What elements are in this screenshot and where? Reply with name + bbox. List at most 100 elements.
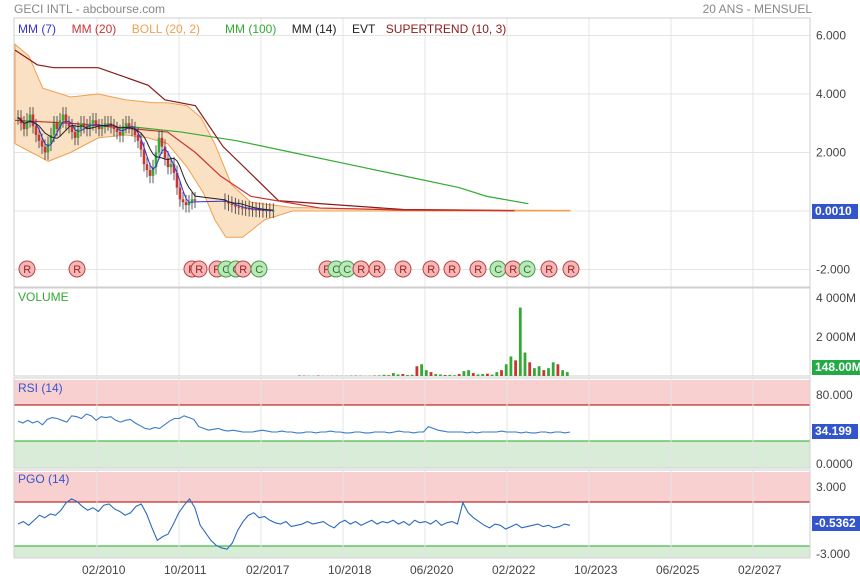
volume-bar [514,360,517,376]
x-axis-tick: 02/2022 [492,563,536,577]
candle-body [91,120,95,124]
candle-body [254,209,258,211]
volume-bar [448,374,452,376]
signal-marker [18,260,36,278]
candle-body [261,210,265,212]
candle-body [163,146,167,159]
candle-body [139,140,143,150]
candle-body [258,209,261,211]
candle-body [187,202,191,206]
signal-label: C [494,264,502,276]
candle-body [136,134,140,141]
candle-body [175,172,179,188]
x-axis-tick: 02/2027 [738,563,782,577]
signal-marker [469,260,487,278]
candle-body [28,114,32,121]
candle-body [73,132,77,138]
chart-period-label: 20 ANS - MENSUEL [702,2,812,16]
value-box-text: -0.5362 [815,516,856,530]
rsi-axis-tick: 80.000 [816,388,853,402]
signal-label: C [523,264,531,276]
volume-axis-tick: 4 000M [816,291,856,305]
signal-label: R [427,264,435,276]
candle-body [88,123,92,130]
signal-label: C [332,264,340,276]
signal-label: R [373,264,381,276]
candle-body [85,126,89,130]
candle-body [166,158,170,168]
signal-marker [368,260,386,278]
candle-body [160,137,164,147]
legend-entry: SUPERTREND (10, 3) [386,22,506,36]
candle-body [52,123,56,135]
volume-bar [551,362,555,376]
volume-bar [486,373,489,376]
volume-bar [424,370,428,376]
candle-body [55,123,59,130]
price-pane-frame [13,17,811,288]
signal-label: R [323,264,331,276]
volume-bar [471,373,475,376]
series-line-mm-100- [125,125,529,205]
candle-body [124,123,128,127]
price-axis-tick: -2.000 [816,262,850,276]
value-box-text: 148.00M [815,360,860,374]
x-axis-tick: 10/2023 [574,563,618,577]
pgo-axis-tick: -3.000 [816,547,850,561]
signal-label: R [357,264,365,276]
volume-bar [523,352,527,376]
x-axis-tick: 06/2025 [656,563,700,577]
pgo-upper-zone [14,472,810,502]
volume-current-value: 148.00M [812,360,860,375]
volume-bar [542,370,546,376]
volume-bar [495,372,499,376]
volume-bar [387,375,391,376]
signal-marker [394,260,412,278]
candle-body [103,123,107,127]
rsi-title: RSI (14) [18,381,63,395]
candle-body [115,129,119,133]
candle-body [43,146,47,153]
volume-bar [382,374,386,376]
legend-entry: MM (20) [72,22,117,36]
candle-body [100,126,104,130]
candle-body [127,123,131,127]
candle-body [76,129,80,138]
signal-marker [562,260,580,278]
candle-body [227,202,230,204]
signal-marker [250,260,268,278]
price-axis-tick: 2.000 [816,146,846,160]
volume-bar [410,374,414,376]
volume-bar [401,374,405,376]
candle-body [230,203,234,206]
pgo-line [17,497,571,550]
pgo-pane-frame [13,469,811,559]
value-box-bg [812,360,860,375]
legend-entry: MM (14) [292,22,337,36]
candle-body [82,123,86,127]
candle-body [193,199,197,201]
series-line-supertrend-10-3- [14,49,515,212]
volume-bar [500,370,503,376]
value-box-bg [812,516,860,531]
chart-source-title: GECI INTL - abcbourse.com [14,2,165,16]
volume-bar [565,372,569,376]
signal-label: C [343,264,351,276]
candle-body [154,152,158,168]
volume-bar [561,370,564,376]
volume-bar [537,366,541,376]
candle-body [61,114,65,121]
candle-body [67,123,71,127]
signal-label: R [448,264,456,276]
signal-label: R [195,264,203,276]
candle-body [64,114,68,124]
x-axis-tick: 02/2010 [82,563,126,577]
legend-entry: EVT [352,22,376,36]
signal-marker [422,260,440,278]
volume-pane-frame [13,287,811,377]
candle-body [49,134,53,144]
price-axis-tick: 4.000 [816,87,846,101]
rsi-oversold-zone [14,441,810,468]
candle-body [240,207,244,209]
signal-label: R [509,264,517,276]
